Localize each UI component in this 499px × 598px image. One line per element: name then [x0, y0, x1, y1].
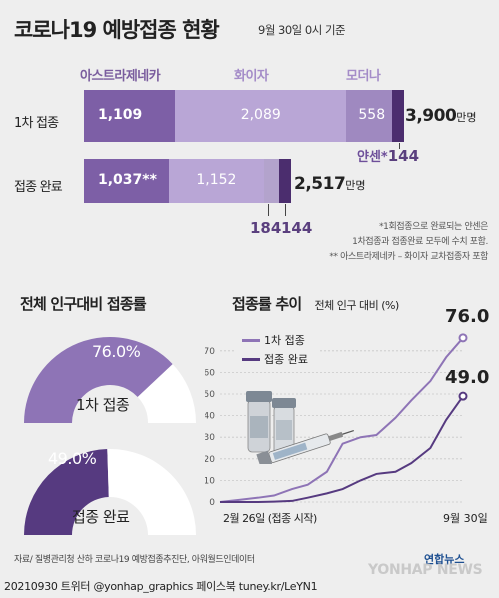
line-section-header: 접종률 추이 전체 인구 대비 (%): [232, 293, 399, 314]
bar-label-az-first: 1,109: [98, 107, 143, 123]
bar-label-az-full: 1,037**: [98, 172, 157, 188]
total-full-unit: 만명: [345, 179, 366, 192]
janssen-label: 얀센*: [357, 150, 388, 165]
bar-segment-az-first: [84, 90, 175, 142]
y-tick-20: 20: [205, 455, 215, 465]
line-section-title: 접종률 추이: [232, 295, 302, 313]
bar-label-pfizer-first: 2,089: [240, 107, 281, 123]
legend-swatch-full: [242, 358, 260, 361]
total-full-value: 2,517: [294, 174, 346, 194]
line-section-subtitle: 전체 인구 대비 (%): [314, 299, 400, 312]
bar-segment-pfizer-full: [169, 159, 264, 203]
gauge-chart: [23, 337, 196, 535]
y-tick-40: 40: [205, 412, 215, 422]
footnote-2: 1차접종과 접종완료 모두에 수치 포함.: [352, 237, 488, 247]
gauge-first-pct: 76.0%: [92, 342, 141, 361]
line-series-first: [219, 337, 464, 503]
x-end-label: 9월 30일: [443, 512, 488, 525]
gauge-full-filled: [23, 449, 109, 535]
bar-row-full: 1,037** 1,152: [84, 159, 414, 203]
logo-en: YONHAP NEWS: [368, 562, 483, 578]
footnote-1: *1회접종으로 완료되는 얀센은: [379, 222, 488, 232]
bar-segment-moderna-full: [263, 159, 279, 203]
footnote-3: ** 아스트라제네카 – 화이자 교차접종자 포함: [329, 252, 488, 262]
row-label-first: 1차 접종: [14, 116, 59, 131]
total-first: 3,900만명: [405, 106, 477, 126]
gauge-full-label: 접종 완료: [72, 508, 130, 526]
line-chart: 0 10 20 30 40 50 60 70: [205, 333, 468, 508]
legend-label-full: 접종 완료: [264, 353, 308, 366]
line-series-full: [220, 395, 464, 503]
gauge-full-remaining: [107, 449, 196, 535]
gauge-title-text: 전체 인구대비 접종률: [20, 295, 147, 313]
end-value-first: 76.0: [445, 306, 490, 327]
end-point-first: [458, 333, 468, 343]
line-legend: 1차 접종 접종 완료: [236, 330, 318, 370]
end-point-full: [458, 391, 468, 401]
vaccine-vials-illustration: [246, 391, 354, 464]
yonhap-logo: 연합뉴스: [424, 548, 464, 567]
x-start-label: 2월 26일 (접종 시작): [223, 512, 317, 525]
total-full: 2,517만명: [294, 174, 366, 194]
bar-segment-moderna-first: [346, 90, 393, 142]
gauge-first-label: 1차 접종: [76, 396, 130, 414]
y-tick-70: 70: [205, 347, 215, 357]
legend-label-first: 1차 접종: [264, 334, 305, 347]
footer-sns: 20210930 트위터 @yonhap_graphics 페이스북 tuney…: [4, 580, 318, 593]
date-label: 9월 30일 0시 기준: [258, 23, 346, 37]
footnotes: *1회접종으로 완료되는 얀센은 1차접종과 접종완료 모두에 수치 포함. *…: [298, 220, 488, 265]
vendor-header-az: 아스트라제네카: [80, 69, 161, 84]
y-tick-10: 10: [205, 476, 215, 486]
vendor-header-pfizer: 화이자: [234, 69, 269, 84]
bar-segment-janssen-full: [278, 159, 291, 203]
y-tick-0: 0: [209, 498, 215, 508]
footer-source: 자료/ 질병관리청 산하 코로나19 예방접종추진단, 아워월드인데이터: [14, 555, 255, 565]
total-first-value: 3,900: [405, 106, 457, 126]
gauge-section-title: 전체 인구대비 접종률: [20, 293, 147, 314]
y-tick-60: 60: [205, 368, 215, 378]
vendor-header-moderna: 모더나: [346, 69, 381, 84]
janssen-leader-line: [399, 143, 400, 149]
row-label-full: 접종 완료: [14, 180, 63, 195]
bar-segment-pfizer-first: [174, 90, 347, 142]
end-value-full: 49.0: [445, 367, 490, 388]
bar-segment-az-full: [84, 159, 170, 203]
gauge-first-filled: [24, 337, 173, 423]
logo-ko: 연합뉴스: [424, 553, 465, 566]
legend-swatch-first: [242, 339, 260, 342]
bar-label-pfizer-full: 1,152: [196, 172, 237, 188]
bar-label-moderna-first: 558: [358, 107, 386, 123]
bar-row-first: 1,109 2,089 558: [84, 90, 414, 142]
gauge-full-pct: 49.0%: [48, 449, 97, 468]
moderna-full-value: 184: [250, 219, 282, 237]
y-tick-50: 50: [205, 390, 215, 400]
janssen-full-leader-line: [285, 204, 286, 216]
y-tick-30: 30: [205, 433, 215, 443]
janssen-full-value: 144: [281, 219, 313, 237]
janssen-value: 144: [387, 147, 420, 165]
total-first-unit: 만명: [456, 111, 477, 124]
gauge-first-remaining: [137, 364, 196, 423]
page-title: 코로나19 예방접종 현황: [14, 18, 220, 42]
moderna-full-leader-line: [268, 204, 269, 216]
janssen-callout: 얀센*144: [357, 146, 419, 165]
bar-segment-janssen-first: [392, 90, 404, 142]
